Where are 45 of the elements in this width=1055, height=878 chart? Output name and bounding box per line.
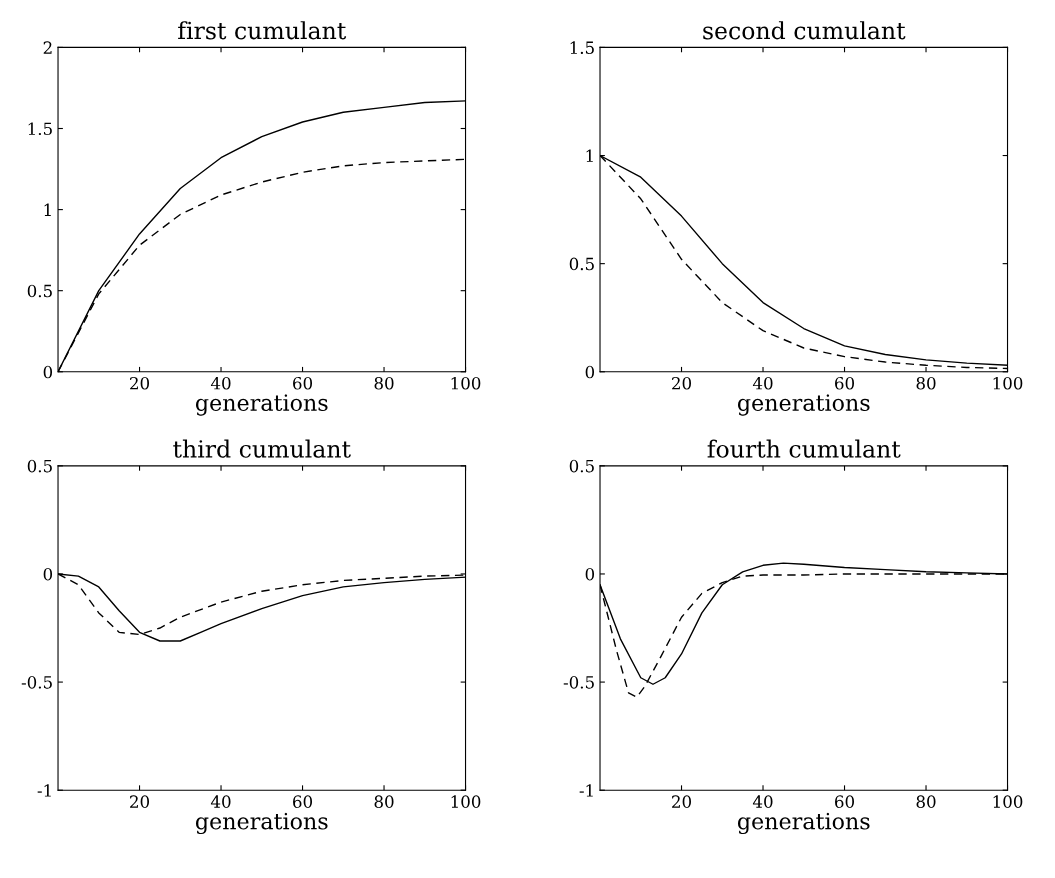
y-tick-label: 0.5 — [27, 459, 52, 473]
y-tick-label: -1 — [579, 784, 593, 797]
y-tick-label: 1.5 — [28, 122, 52, 136]
y-tick-label: 0.5 — [569, 459, 594, 473]
x-axis-title: generations — [195, 812, 328, 835]
x-tick-label: 60 — [293, 795, 313, 808]
x-tick-label: 100 — [451, 376, 481, 390]
chart-title: second cumulant — [703, 21, 906, 40]
x-tick-label: 40 — [752, 795, 773, 808]
x-tick-label: 40 — [752, 376, 773, 390]
y-tick-label: 0 — [43, 567, 53, 581]
chart-title: first cumulant — [178, 21, 347, 40]
x-tick-label: 100 — [451, 795, 481, 808]
y-tick-label: 1 — [586, 149, 593, 162]
x-tick-label: 60 — [835, 795, 855, 808]
x-axis-title: generations — [195, 394, 328, 416]
x-tick-label: 40 — [210, 376, 231, 390]
x-axis-title: generations — [737, 812, 870, 835]
x-axis-title: generations — [737, 394, 870, 416]
x-tick-label: 20 — [672, 376, 692, 390]
chart-title: fourth cumulant — [707, 439, 901, 458]
y-tick-label: 2 — [43, 41, 52, 54]
chart-title: third cumulant — [173, 439, 351, 458]
y-tick-label: -0.5 — [563, 676, 594, 689]
x-tick-label: 20 — [672, 795, 692, 808]
x-tick-label: 100 — [993, 376, 1023, 390]
y-tick-label: 0 — [585, 567, 595, 581]
y-tick-label: 0 — [585, 365, 595, 379]
x-tick-label: 60 — [835, 376, 855, 390]
x-tick-label: 60 — [293, 376, 313, 390]
y-tick-label: 0 — [43, 365, 53, 379]
y-tick-label: 0.5 — [27, 284, 52, 298]
y-tick-label: 1.5 — [570, 41, 594, 54]
y-tick-label: -1 — [37, 784, 51, 797]
x-tick-label: 80 — [374, 795, 394, 808]
y-tick-label: 1 — [44, 203, 51, 216]
y-tick-label: -0.5 — [21, 676, 52, 689]
x-tick-label: 80 — [916, 795, 936, 808]
x-tick-label: 20 — [130, 795, 150, 808]
y-tick-label: 0.5 — [569, 257, 594, 271]
x-tick-label: 80 — [374, 376, 394, 390]
x-tick-label: 80 — [916, 376, 936, 390]
x-tick-label: 100 — [993, 795, 1023, 808]
x-tick-label: 40 — [210, 795, 231, 808]
x-tick-label: 20 — [130, 376, 150, 390]
